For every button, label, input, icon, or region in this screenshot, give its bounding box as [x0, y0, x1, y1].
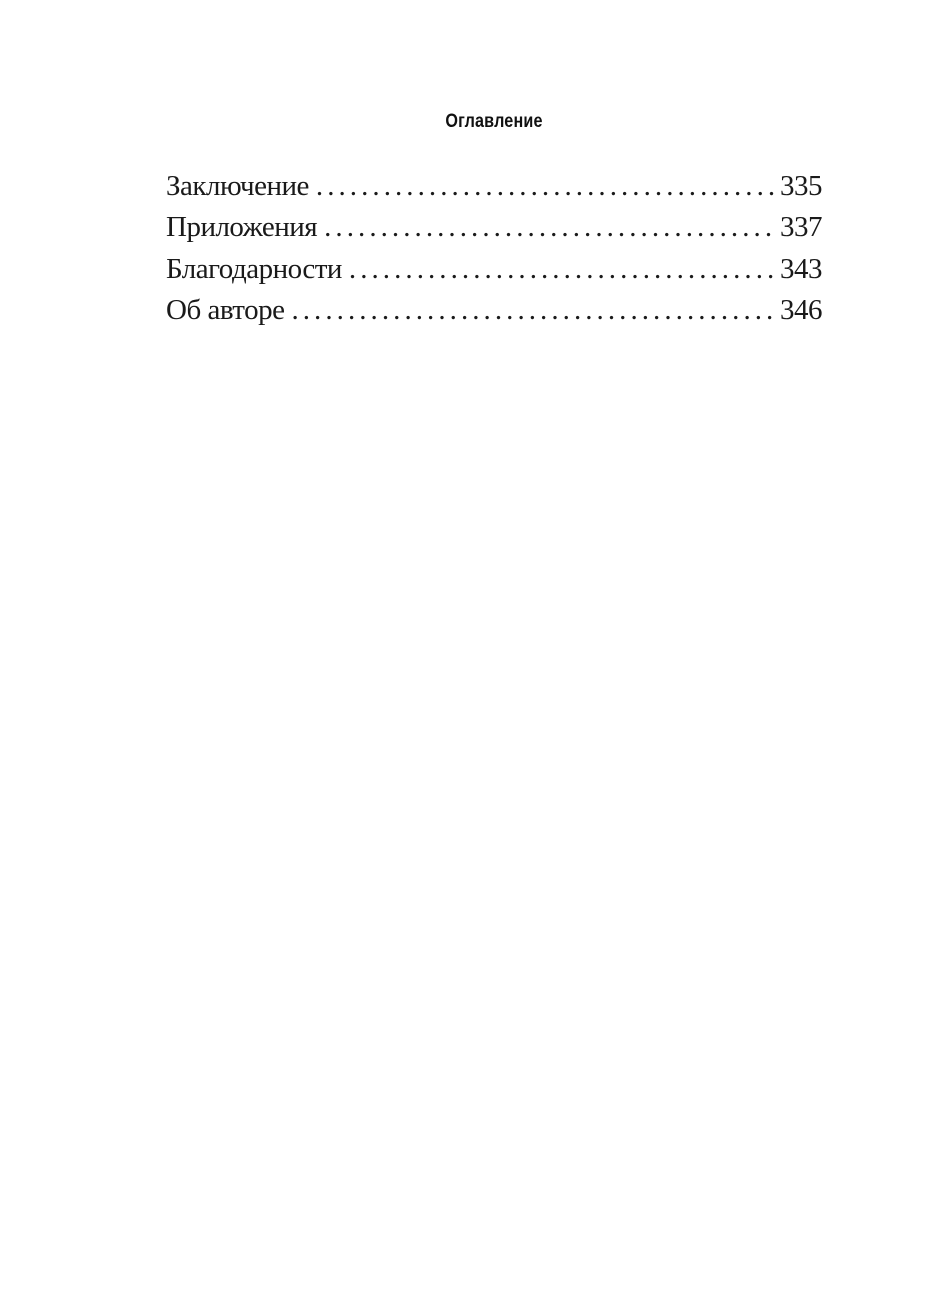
table-of-contents: Оглавление Заключение 335 Приложения 337…: [166, 111, 823, 332]
toc-entry: Заключение 335: [166, 166, 823, 207]
toc-entry: Благодарности 343: [166, 249, 823, 290]
dot-leader: [316, 166, 775, 207]
dot-leader: [349, 249, 775, 290]
toc-entry: Об авторе 346: [166, 290, 823, 331]
dot-leader: [324, 207, 775, 248]
toc-entry-label: Об авторе: [166, 294, 285, 327]
toc-entry-label: Благодарности: [166, 252, 342, 285]
toc-list: Заключение 335 Приложения 337 Благодарно…: [166, 166, 823, 332]
toc-entry-label: Заключение: [166, 170, 309, 202]
dot-leader: [291, 290, 775, 331]
page-title: Оглавление: [445, 111, 543, 132]
toc-entry-page-number: 343: [780, 252, 823, 285]
toc-entry-page-number: 346: [780, 294, 823, 327]
toc-entry: Приложения 337: [166, 207, 823, 248]
toc-entry-page-number: 337: [780, 211, 823, 244]
toc-entry-label: Приложения: [166, 211, 318, 244]
toc-entry-page-number: 335: [780, 170, 823, 202]
